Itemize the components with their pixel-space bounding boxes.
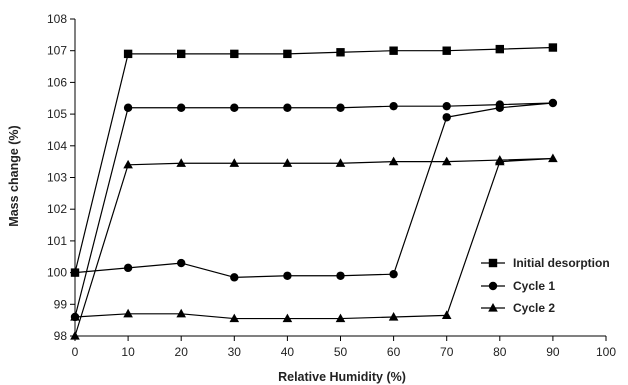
data-point [336,103,345,112]
series-line [74,46,554,274]
data-point [336,271,345,280]
data-point [548,98,558,108]
data-point [70,311,80,321]
data-point [70,268,80,277]
legend-item: Cycle 2 [481,301,555,315]
legend-label: Cycle 1 [513,279,555,293]
data-point [230,273,239,282]
data-point [176,158,186,167]
axes: 98 99 100 101 102 103 104 105 106 107 108 0 10 20 30 40… [47,12,616,359]
x-tick-label: 20 [175,345,189,359]
x-tick-label: 0 [72,345,79,359]
y-tick-label: 99 [54,297,68,311]
plot-area [75,19,606,336]
data-point [389,101,398,111]
data-point [177,258,186,268]
data-point [123,103,133,112]
y-tick-label: 100 [47,266,67,280]
data-point [282,158,293,167]
data-point [389,46,398,55]
data-point [283,49,292,59]
data-point [495,44,504,54]
data-point [123,49,133,59]
x-tick-label: 90 [546,345,560,359]
data-point [389,269,398,279]
y-tick-label: 105 [47,107,67,121]
data-point [230,103,239,112]
data-point [442,101,451,111]
data-point [548,43,558,52]
legend-label: Initial desorption [513,256,610,270]
data-point [548,153,558,163]
data-point [495,156,505,166]
x-tick-label: 30 [228,345,242,359]
plot-background [75,19,606,336]
x-tick-label: 100 [596,345,616,359]
y-axis-title: Mass change (%) [7,125,21,226]
data-point [229,313,240,323]
data-point [229,158,240,167]
data-point [335,158,346,167]
series-group [70,43,558,340]
data-point [335,313,346,323]
data-point [283,271,292,280]
x-tick-label: 60 [387,345,401,359]
data-point [123,308,133,318]
data-point [230,49,239,59]
y-tick-label: 107 [47,44,67,58]
series-1 [70,43,558,277]
x-tick-label: 10 [121,345,135,359]
data-point [70,331,80,340]
y-tick-label: 103 [47,171,67,185]
series-2 [70,98,558,322]
x-tick-label: 70 [440,345,454,359]
data-point [441,310,452,319]
y-tick-label: 106 [47,75,67,89]
y-tick-label: 104 [47,139,67,153]
legend-marker [488,258,498,268]
data-point [123,159,133,169]
x-axis-title: Relative Humidity (%) [278,370,406,384]
data-point [283,103,292,112]
data-point [388,311,399,321]
data-point [282,313,293,323]
data-point [495,103,504,112]
legend-item: Cycle 1 [481,279,555,293]
data-point [336,48,345,57]
y-tick-label: 102 [47,202,67,216]
y-tick-label: 108 [47,12,67,26]
y-tick-label: 101 [47,234,67,248]
data-point [177,49,186,59]
data-point [176,308,186,318]
data-point [441,156,452,166]
data-point [123,263,133,273]
legend: Initial desorption Cycle 1 Cycle 2 [481,256,610,315]
data-point [442,46,451,55]
legend-marker [488,281,498,291]
legend-marker [488,303,498,312]
data-point [177,103,186,112]
legend-label: Cycle 2 [513,301,555,315]
y-tick-label: 98 [54,329,68,343]
x-tick-label: 80 [493,345,507,359]
legend-item: Initial desorption [481,256,610,270]
data-point [442,113,451,122]
data-point [388,156,399,166]
x-tick-label: 40 [281,345,295,359]
series-3 [70,153,558,340]
x-tick-label: 50 [334,345,348,359]
